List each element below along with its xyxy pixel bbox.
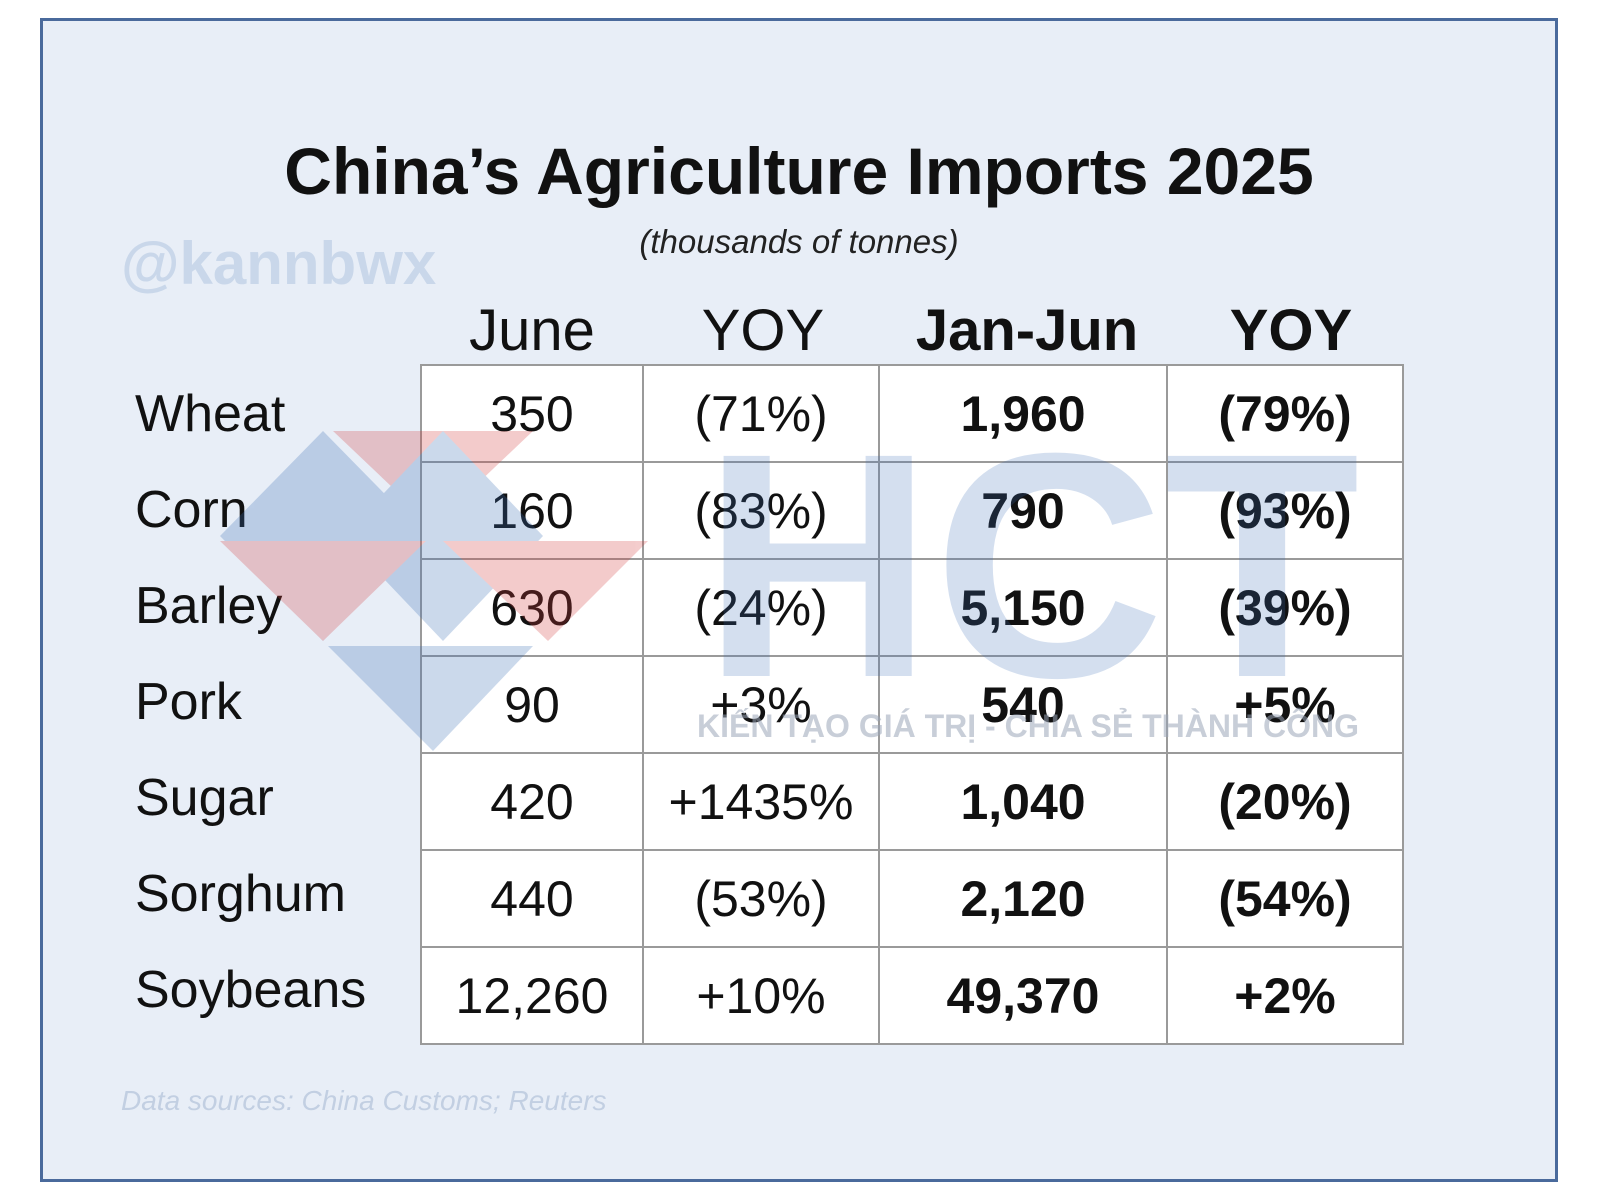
table-row: 12,260 +10% 49,370 +2% <box>420 946 1404 1045</box>
row-label: Sugar <box>135 769 274 827</box>
june-yoy-value: (53%) <box>642 849 880 948</box>
row-label: Wheat <box>135 385 286 443</box>
chart-panel: @kannbwx China’s Agriculture Imports 202… <box>40 18 1558 1182</box>
june-value: 350 <box>420 364 644 463</box>
column-header-ytd-yoy: YOY <box>1229 298 1353 363</box>
table-row: 90 +3% 540 +5% <box>420 655 1404 754</box>
data-source-note: Data sources: China Customs; Reuters <box>121 1085 607 1116</box>
june-yoy-value: (83%) <box>642 461 880 560</box>
chart-subtitle: (thousands of tonnes) <box>639 223 959 260</box>
table-row: 420 +1435% 1,040 (20%) <box>420 752 1404 851</box>
table-row: 440 (53%) 2,120 (54%) <box>420 849 1404 948</box>
jan-jun-value: 540 <box>878 655 1168 754</box>
jan-jun-value: 1,960 <box>878 364 1168 463</box>
jan-jun-yoy-value: (93%) <box>1166 461 1404 560</box>
table-row: 630 (24%) 5,150 (39%) <box>420 558 1404 657</box>
june-value: 630 <box>420 558 644 657</box>
june-value: 440 <box>420 849 644 948</box>
jan-jun-yoy-value: (79%) <box>1166 364 1404 463</box>
jan-jun-yoy-value: +5% <box>1166 655 1404 754</box>
imports-table: 350 (71%) 1,960 (79%) 160 (83%) 790 (93%) 630 (24… <box>420 364 1404 1045</box>
jan-jun-yoy-value: (54%) <box>1166 849 1404 948</box>
june-value: 420 <box>420 752 644 851</box>
row-label: Pork <box>135 673 242 731</box>
june-value: 12,260 <box>420 946 644 1045</box>
chart-title: China’s Agriculture Imports 2025 <box>284 134 1314 208</box>
june-yoy-value: +3% <box>642 655 880 754</box>
jan-jun-value: 2,120 <box>878 849 1168 948</box>
jan-jun-value: 1,040 <box>878 752 1168 851</box>
column-header-june: June <box>469 298 595 363</box>
table-row: 160 (83%) 790 (93%) <box>420 461 1404 560</box>
jan-jun-value: 5,150 <box>878 558 1168 657</box>
column-header-jan-jun: Jan-Jun <box>915 298 1139 363</box>
jan-jun-yoy-value: (39%) <box>1166 558 1404 657</box>
june-yoy-value: (24%) <box>642 558 880 657</box>
jan-jun-value: 790 <box>878 461 1168 560</box>
june-yoy-value: (71%) <box>642 364 880 463</box>
column-header-june-yoy: YOY <box>701 298 825 363</box>
row-label: Barley <box>135 577 283 635</box>
june-value: 90 <box>420 655 644 754</box>
jan-jun-yoy-value: (20%) <box>1166 752 1404 851</box>
row-label: Corn <box>135 481 248 539</box>
jan-jun-yoy-value: +2% <box>1166 946 1404 1045</box>
june-yoy-value: +1435% <box>642 752 880 851</box>
author-handle-watermark: @kannbwx <box>121 230 437 297</box>
jan-jun-value: 49,370 <box>878 946 1168 1045</box>
june-yoy-value: +10% <box>642 946 880 1045</box>
row-label: Sorghum <box>135 865 346 923</box>
row-label: Soybeans <box>135 961 367 1019</box>
june-value: 160 <box>420 461 644 560</box>
table-row: 350 (71%) 1,960 (79%) <box>420 364 1404 463</box>
